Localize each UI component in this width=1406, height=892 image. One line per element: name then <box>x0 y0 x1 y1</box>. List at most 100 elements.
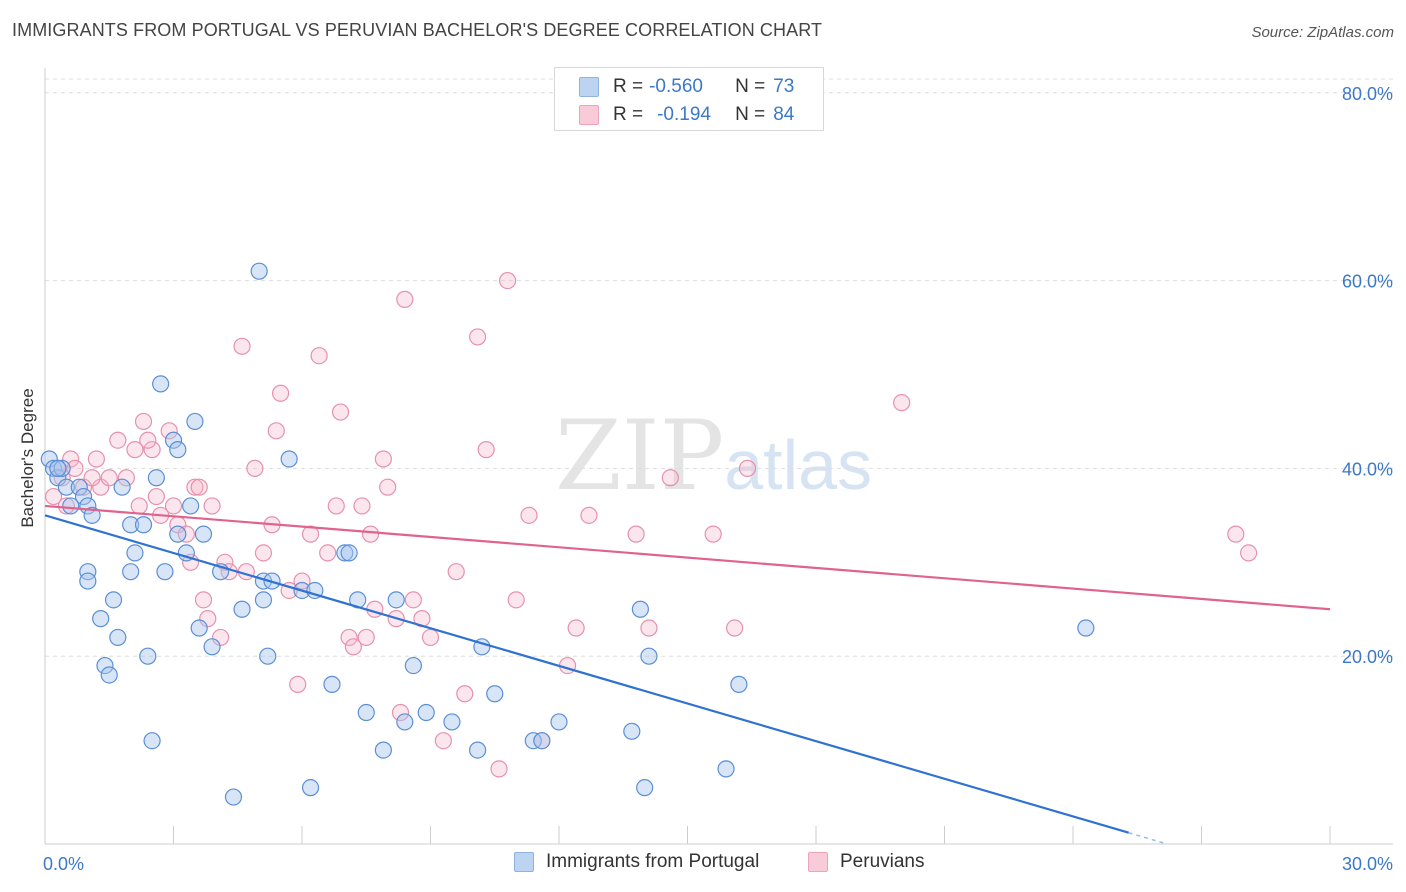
portugal-point <box>186 412 204 431</box>
portugal-point <box>182 497 200 515</box>
portugal-point <box>169 525 187 543</box>
portugal-point <box>623 722 641 740</box>
peruvian-point <box>126 441 144 459</box>
peruvian-point <box>310 347 328 365</box>
legend-r-label: R = <box>613 104 644 125</box>
peruvian-point <box>520 506 538 524</box>
portugal-point <box>254 591 273 609</box>
portugal-point <box>533 732 551 750</box>
peruvian-point <box>1240 544 1258 562</box>
peruvian-point <box>83 469 101 487</box>
peruvian-point <box>396 290 414 308</box>
peruvian-point <box>212 628 230 647</box>
portugal-point <box>233 600 251 618</box>
portugal-point <box>250 262 268 280</box>
peruvian-point <box>447 563 465 581</box>
portugal-point <box>164 431 183 449</box>
portugal-point <box>83 506 101 524</box>
watermark-atlas: atlas <box>724 426 873 504</box>
portugal-point <box>640 647 658 665</box>
portugal-point <box>139 647 157 665</box>
peruvian-point <box>331 403 350 421</box>
portugal-point <box>122 563 140 581</box>
portugal-point <box>280 450 298 468</box>
peruvian-point <box>704 525 722 543</box>
peruvian-point <box>100 469 118 487</box>
portugal-trend-extension <box>1128 832 1168 845</box>
portugal-point <box>109 628 127 647</box>
legend-label-peruvians: Peruvians <box>840 851 925 872</box>
peruvian-point <box>246 459 264 477</box>
peruvian-point <box>421 628 440 647</box>
portugal-point <box>396 713 414 731</box>
watermark-zip: ZIP <box>555 400 725 512</box>
x-tick-label: 30.0% <box>1342 854 1393 874</box>
x-tick-label: 0.0% <box>43 854 84 874</box>
y-tick-label: 40.0% <box>1342 459 1393 479</box>
legend-n-label: N = <box>735 76 766 97</box>
legend-swatch-pink <box>808 852 828 872</box>
peruvian-point <box>109 431 127 449</box>
peruvian-point <box>194 591 213 609</box>
peruvian-point <box>640 619 658 637</box>
portugal-point <box>100 666 118 684</box>
portugal-point <box>336 544 354 562</box>
peruvian-point <box>164 497 183 515</box>
portugal-point <box>357 703 375 722</box>
legend-n-value: 84 <box>773 104 795 125</box>
axes <box>44 68 1393 845</box>
peruvian-point <box>139 431 157 449</box>
portugal-point <box>1077 619 1095 637</box>
watermark: ZIPatlas <box>555 400 872 512</box>
y-tick-label: 60.0% <box>1342 272 1393 292</box>
legend-r-value: -0.560 <box>649 76 703 97</box>
peruvian-point <box>456 685 474 703</box>
legend-swatch-pink <box>579 105 599 125</box>
chart-source: Source: ZipAtlas.com <box>1251 24 1394 41</box>
peruvian-point <box>160 422 178 440</box>
peruvian-point <box>117 469 135 487</box>
legend-item-peruvians[interactable]: Peruvians <box>808 851 925 873</box>
portugal-point <box>169 441 187 459</box>
peruvian-point <box>301 525 320 543</box>
peruvian-point <box>391 703 410 722</box>
legend-r-value: -0.194 <box>657 104 711 125</box>
peruvian-point <box>558 656 577 675</box>
peruvian-point <box>627 525 645 543</box>
peruvian-point <box>357 628 375 647</box>
y-tick-label: 20.0% <box>1342 647 1393 667</box>
portugal-trend-line <box>44 514 1129 834</box>
peruvian-point <box>726 619 744 637</box>
portugal-point <box>259 647 277 665</box>
portugal-point <box>70 478 88 496</box>
stats-legend: R = -0.560 N = 73 R = -0.194 N = 84 <box>554 67 824 131</box>
peruvian-point <box>340 628 358 647</box>
peruvian-point <box>147 487 165 506</box>
peruvian-trend-line <box>44 504 1331 611</box>
peruvian-point <box>434 732 452 750</box>
portugal-point <box>40 450 58 468</box>
legend-swatch-blue <box>579 77 599 97</box>
portugal-point <box>79 572 97 590</box>
portugal-point <box>374 741 392 759</box>
peruvian-point <box>186 478 204 496</box>
peruvian-point <box>53 469 71 487</box>
portugal-point <box>92 610 110 628</box>
peruvian-point <box>44 487 63 506</box>
portugal-point <box>636 779 654 797</box>
peruvian-point <box>580 506 598 524</box>
peruvian-point <box>203 497 221 515</box>
portugal-point <box>717 760 735 778</box>
peruvian-point <box>74 478 93 496</box>
portugal-point <box>387 591 405 609</box>
legend-n-label: N = <box>735 104 766 125</box>
peruvian-point <box>254 544 273 562</box>
peruvian-point <box>361 525 380 543</box>
legend-swatch-blue <box>514 852 534 872</box>
peruvian-point <box>134 412 153 431</box>
legend-item-portugal[interactable]: Immigrants from Portugal <box>514 851 759 873</box>
portugal-point <box>104 591 123 609</box>
peruvian-point <box>738 459 757 477</box>
portugal-point <box>143 732 161 750</box>
